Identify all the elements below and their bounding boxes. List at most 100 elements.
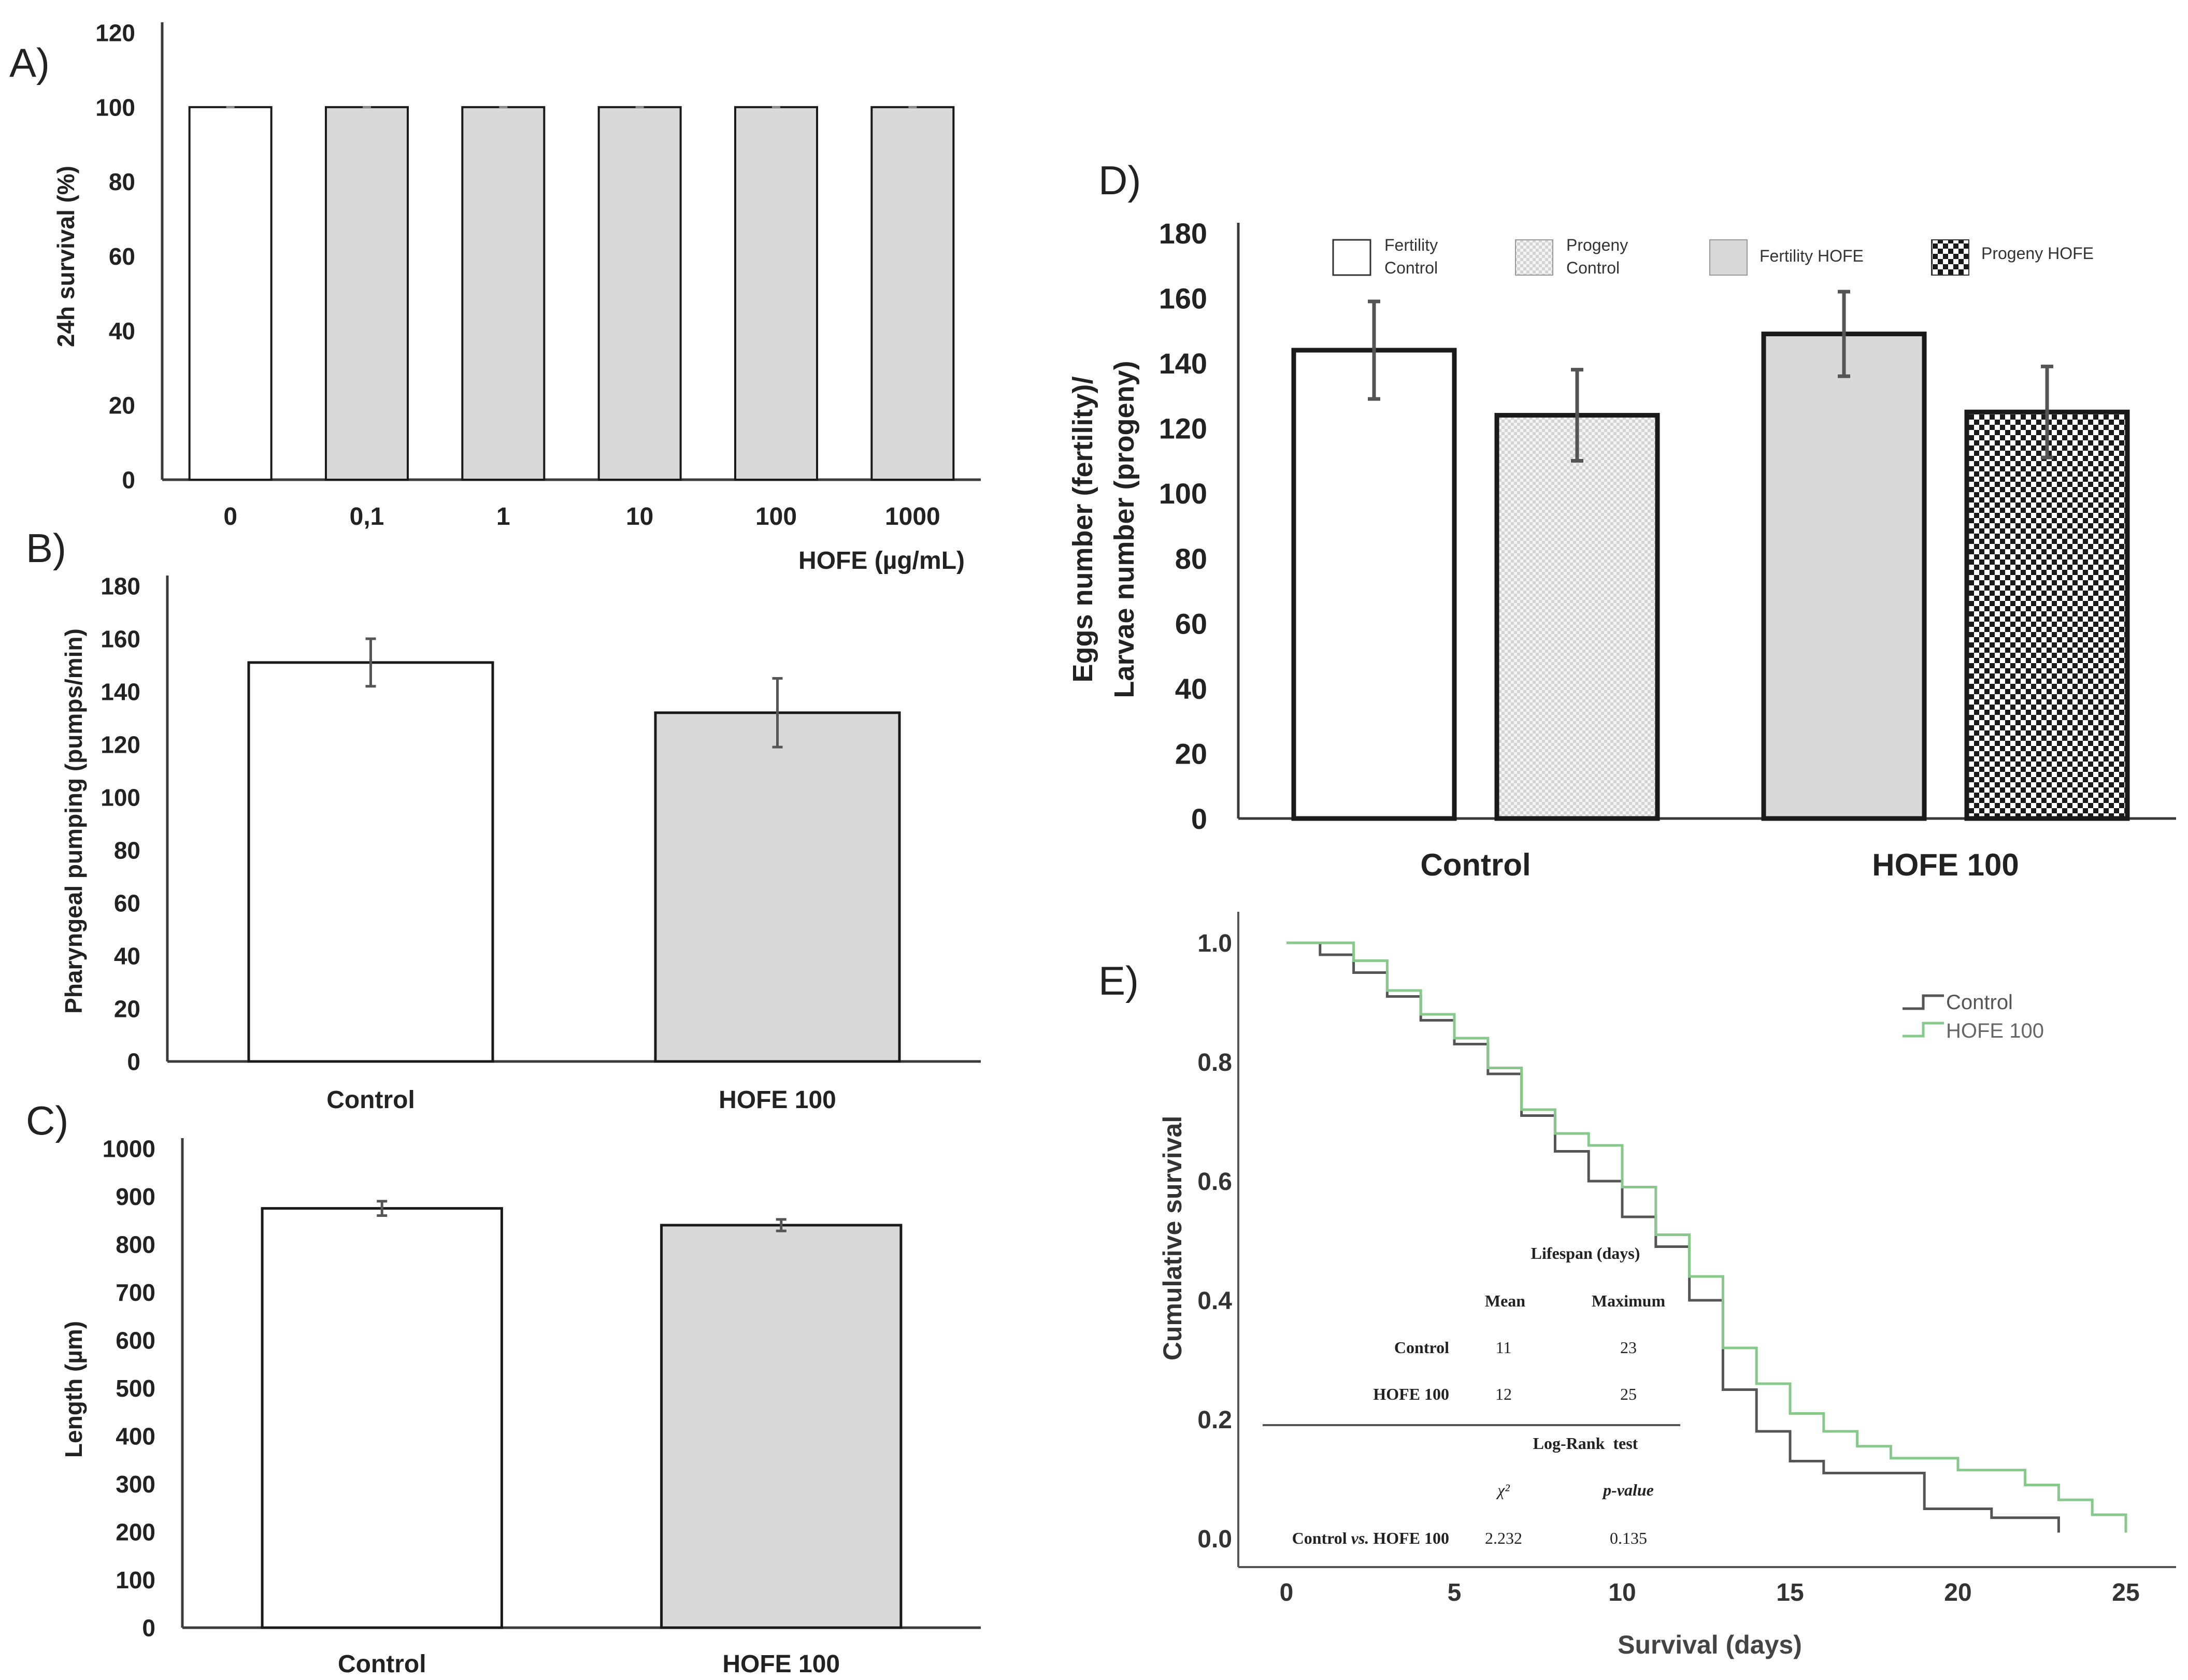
inset-row-mean-hofe: 12 bbox=[1495, 1385, 1512, 1403]
panel-d-error-bar-0 bbox=[1368, 299, 1380, 401]
e-legend-label-control: Control bbox=[1946, 991, 2013, 1014]
e-inset-table: Lifespan (days) Mean Maximum Control 11 … bbox=[1263, 1244, 1680, 1547]
panel-e-y-tick-label: 0.8 bbox=[1197, 1049, 1232, 1076]
panel-b-y-tick-label: 120 bbox=[101, 731, 140, 758]
d-legend-label-progeny-control-2: Control bbox=[1566, 259, 1620, 277]
inset-col-max: Maximum bbox=[1592, 1291, 1666, 1310]
panel-c-bar-0 bbox=[261, 1207, 503, 1629]
inset-test-p: 0.135 bbox=[1610, 1529, 1647, 1547]
d-legend-swatch-progeny-hofe bbox=[1931, 239, 1969, 276]
panel-e-y-tick-label: 0.2 bbox=[1197, 1406, 1232, 1434]
panel-b-y-tick-label: 20 bbox=[114, 996, 140, 1023]
panel-c-y-tick-label: 0 bbox=[142, 1615, 155, 1642]
panel-label-e: E) bbox=[1098, 958, 1139, 1003]
panel-e-x-tick-label: 0 bbox=[1280, 1579, 1294, 1606]
panel-a-category-label-0: 0 bbox=[223, 503, 237, 530]
panel-b-y-tick-label: 60 bbox=[114, 890, 140, 917]
panel-a-y-tick-label: 0 bbox=[122, 467, 135, 494]
panel-c-y-tick-label: 200 bbox=[116, 1519, 155, 1546]
panel-e-series-1 bbox=[1286, 941, 2127, 1533]
panel-d-y-tick-label: 60 bbox=[1175, 607, 1207, 640]
panel-b-y-tick-label: 180 bbox=[101, 573, 140, 600]
panel-a-y-tick-label: 60 bbox=[109, 243, 135, 270]
inset-col-chi: χ² bbox=[1496, 1481, 1510, 1499]
panel-e-x-tick-label: 15 bbox=[1776, 1579, 1804, 1606]
panel-d-bar-1 bbox=[1494, 413, 1660, 821]
panel-a-category-label-4: 100 bbox=[755, 503, 797, 530]
panel-b-bar-chart: 0 20 40 60 80 100 120 140 160 180 Control HOFE 100 bbox=[101, 573, 981, 1114]
inset-row-mean-control: 11 bbox=[1496, 1338, 1512, 1357]
inset-test-vs: vs. bbox=[1351, 1529, 1369, 1547]
panel-b-y-tick-label: 160 bbox=[101, 626, 140, 653]
panel-d-bar-chart: 0 20 40 60 80 100 120 140 160 180 Control HOFE 100 bbox=[1159, 217, 2176, 882]
panel-c-y-tick-label: 100 bbox=[116, 1567, 155, 1593]
panel-c-y-tick-label: 700 bbox=[116, 1279, 155, 1306]
panel-b-y-tick-label: 80 bbox=[114, 837, 140, 864]
panel-label-d: D) bbox=[1098, 157, 1141, 203]
panel-d-y-tick-label: 0 bbox=[1191, 802, 1207, 835]
e-legend-key-control bbox=[1903, 994, 1944, 1010]
e-y-axis-title: Cumulative survival bbox=[1158, 1116, 1187, 1360]
panel-e-series-0 bbox=[1286, 941, 2060, 1533]
inset-col-mean: Mean bbox=[1485, 1291, 1525, 1310]
e-legend: Control HOFE 100 bbox=[1903, 991, 2044, 1042]
inset-row-max-hofe: 25 bbox=[1620, 1385, 1637, 1403]
panel-c-category-label-1: HOFE 100 bbox=[722, 1650, 840, 1678]
panel-b-y-tick-label: 40 bbox=[114, 943, 140, 970]
panel-d-bar-0 bbox=[1291, 348, 1457, 821]
panel-b-y-tick-label: 100 bbox=[101, 784, 140, 811]
panel-e-y-tick-label: 0.6 bbox=[1197, 1168, 1232, 1196]
panel-a-bar-chart: 0 20 40 60 80 100 120 0 0,1 1 10 100 1000 bbox=[95, 20, 981, 530]
panel-a-bar-2 bbox=[461, 106, 546, 481]
panel-a-category-label-3: 10 bbox=[626, 503, 653, 530]
panel-a-y-tick-label: 100 bbox=[95, 94, 135, 121]
inset-test-chi: 2.232 bbox=[1485, 1529, 1522, 1547]
panel-label-c: C) bbox=[26, 1098, 68, 1143]
panel-d-error-bar-1 bbox=[1571, 368, 1583, 463]
panel-b-category-label-1: HOFE 100 bbox=[719, 1086, 836, 1114]
inset-row-label-hofe: HOFE 100 bbox=[1373, 1385, 1449, 1403]
panel-c-error-bar-0 bbox=[377, 1200, 388, 1217]
panel-b-category-label-0: Control bbox=[326, 1086, 415, 1114]
panel-d-error-bar-3 bbox=[2041, 364, 2053, 460]
c-y-axis-title: Length (µm) bbox=[60, 1321, 87, 1458]
panel-b-y-tick-label: 140 bbox=[101, 679, 140, 706]
panel-a-bar-5 bbox=[870, 106, 955, 481]
panel-d-y-tick-label: 120 bbox=[1159, 412, 1207, 445]
panel-b-bar-1 bbox=[654, 711, 901, 1063]
d-legend-label-fertility-hofe: Fertility HOFE bbox=[1760, 247, 1864, 265]
panel-c-bar-chart: 0 100 200 300 400 500 600 700 800 900 1000 Control H… bbox=[103, 1136, 981, 1678]
panel-e-x-tick-label: 10 bbox=[1608, 1579, 1636, 1606]
d-legend-label-fertility-control-1: Fertility bbox=[1384, 236, 1438, 254]
panel-label-b: B) bbox=[26, 525, 66, 571]
a-x-axis-title: HOFE (µg/mL) bbox=[798, 547, 965, 575]
panel-b-bar-0 bbox=[247, 661, 494, 1063]
d-y-axis-title-line2: Larvae number (progeny) bbox=[1109, 361, 1140, 698]
panel-d-category-label-0: Control bbox=[1420, 848, 1531, 882]
e-legend-key-hofe bbox=[1903, 1022, 1944, 1038]
panel-a-bar-0 bbox=[188, 106, 273, 481]
panel-d-bar-2 bbox=[1761, 332, 1927, 821]
panel-e-x-tick-label: 5 bbox=[1448, 1579, 1462, 1606]
panel-c-y-tick-label: 600 bbox=[116, 1327, 155, 1354]
panel-e-x-tick-label: 25 bbox=[2112, 1579, 2139, 1606]
inset-header-test: Log-Rank test bbox=[1533, 1434, 1638, 1453]
panel-c-y-tick-label: 300 bbox=[116, 1471, 155, 1498]
panel-a-y-tick-label: 40 bbox=[109, 318, 135, 344]
panel-label-a: A) bbox=[9, 40, 50, 85]
panel-a-category-label-5: 1000 bbox=[885, 503, 940, 530]
panel-b-error-bar-1 bbox=[772, 677, 783, 749]
inset-row-label-control: Control bbox=[1394, 1338, 1449, 1357]
e-x-axis-title: Survival (days) bbox=[1618, 1630, 1802, 1659]
panel-c-y-tick-label: 1000 bbox=[103, 1136, 155, 1162]
panel-a-bar-4 bbox=[734, 106, 818, 481]
panel-a-bar-1 bbox=[325, 106, 409, 481]
panel-d-category-label-1: HOFE 100 bbox=[1872, 848, 2019, 882]
panel-d-y-tick-label: 100 bbox=[1159, 477, 1207, 510]
panel-c-error-bar-1 bbox=[776, 1218, 786, 1232]
panel-b-error-bar-0 bbox=[365, 637, 376, 688]
panel-a-bar-3 bbox=[597, 106, 682, 481]
panel-a-y-tick-label: 20 bbox=[109, 392, 135, 419]
panel-d-error-bar-2 bbox=[1838, 290, 1850, 378]
